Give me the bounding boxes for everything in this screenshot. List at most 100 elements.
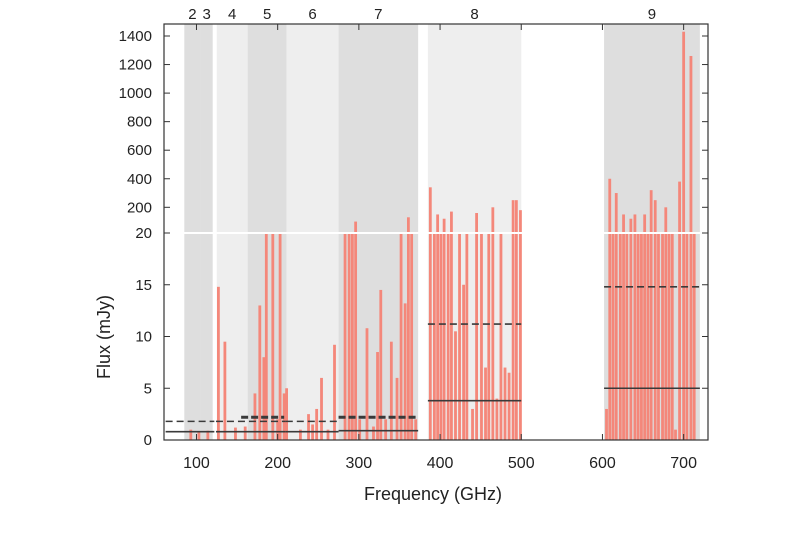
flux-bar — [389, 341, 393, 440]
flux-bar — [358, 419, 362, 440]
flux-bar — [343, 233, 347, 440]
flux-bar — [664, 207, 668, 440]
flux-bar — [629, 218, 633, 440]
flux-bar — [643, 214, 647, 440]
y-tick-label: 1000 — [119, 85, 152, 102]
x-tick-label: 200 — [264, 455, 291, 472]
flux-bar — [442, 218, 446, 440]
flux-bar — [217, 286, 220, 440]
flux-bar — [197, 431, 201, 440]
flux-bar — [450, 211, 453, 440]
y-tick-label: 10 — [135, 329, 152, 346]
flux-bar — [354, 221, 358, 440]
flux-bar — [379, 289, 383, 440]
sensitivity-lines — [165, 286, 700, 433]
flux-bar — [285, 388, 289, 440]
flux-bar — [414, 419, 418, 440]
band-label: 9 — [648, 6, 656, 23]
x-tick-label: 500 — [508, 455, 535, 472]
y-tick-label: 600 — [127, 142, 152, 159]
flux-bar — [653, 200, 657, 440]
flux-bar — [657, 233, 660, 440]
flux-bar — [299, 429, 302, 440]
flux-bar — [678, 181, 681, 440]
flux-bar — [605, 408, 608, 440]
flux-bar — [503, 367, 507, 440]
flux-bar — [258, 305, 262, 440]
x-tick-label: 600 — [589, 455, 616, 472]
flux-bar — [326, 429, 330, 440]
flux-bar — [410, 233, 414, 440]
flux-bar — [484, 367, 487, 440]
flux-bar — [618, 233, 622, 440]
flux-bar — [670, 233, 674, 440]
y-tick-label: 1200 — [119, 57, 152, 74]
flux-bar — [611, 233, 615, 440]
band-label: 7 — [374, 6, 382, 23]
flux-bar — [614, 193, 618, 440]
flux-bar — [436, 214, 440, 440]
flux-bar — [661, 233, 664, 440]
flux-bar — [454, 331, 457, 440]
flux-bar — [511, 200, 515, 440]
flux-bar — [234, 427, 237, 440]
flux-bar — [622, 214, 625, 440]
flux-bar — [471, 408, 474, 440]
flux-bar — [395, 377, 399, 440]
flux-bar — [633, 214, 637, 440]
y-tick-label: 0 — [144, 432, 152, 449]
x-axis-ticks: 100 200 300 400 500 600 700 — [183, 24, 697, 472]
y-tick-label: 5 — [144, 380, 152, 397]
flux-bar — [674, 429, 677, 440]
flux-bar — [271, 233, 275, 440]
flux-bar — [206, 430, 210, 440]
flux-bar — [384, 419, 388, 440]
band-label: 5 — [263, 6, 271, 23]
flux-bar — [243, 426, 247, 440]
flux-bar — [462, 284, 466, 440]
flux-bar — [432, 233, 436, 440]
flux-bar — [495, 398, 499, 440]
flux-bar — [350, 233, 354, 440]
flux-bar — [507, 372, 511, 440]
y-tick-label: 400 — [127, 171, 152, 188]
flux-bar — [365, 328, 369, 440]
flux-bar — [347, 233, 351, 440]
flux-bar — [499, 233, 503, 440]
y-tick-label: 200 — [127, 199, 152, 216]
flux-bar — [692, 233, 696, 440]
band-label: 2 — [188, 6, 196, 23]
flux-bar — [519, 210, 522, 440]
band-label: 3 — [202, 6, 210, 23]
band-label: 8 — [470, 6, 478, 23]
flux-bar — [315, 408, 319, 440]
flux-bars — [189, 31, 696, 441]
flux-bar — [608, 178, 612, 441]
y-axis-ticks: 0 5 10 15 20 200 400 600 800 1000 1200 1400 — [119, 28, 708, 449]
flux-bar — [475, 213, 478, 440]
flux-bar — [223, 341, 227, 440]
flux-bar — [465, 233, 469, 440]
flux-bar — [320, 377, 323, 440]
flux-bar — [403, 303, 407, 440]
flux-bar — [439, 233, 443, 440]
flux-bar — [646, 233, 650, 440]
flux-bar — [649, 190, 653, 440]
flux-bar — [262, 357, 266, 440]
flux-bar — [667, 233, 671, 440]
flux-bar — [689, 55, 693, 441]
y-axis-label: Flux (mJy) — [94, 295, 114, 379]
flux-bar — [189, 429, 193, 440]
x-axis-label: Frequency (GHz) — [364, 484, 502, 504]
y-tick-label: 20 — [135, 225, 152, 242]
flux-bar — [514, 200, 518, 440]
x-tick-label: 400 — [427, 455, 454, 472]
y-tick-label: 800 — [127, 114, 152, 131]
flux-bar — [458, 233, 461, 440]
y-tick-label: 1400 — [119, 28, 152, 45]
flux-bar — [278, 233, 282, 440]
flux-bar — [372, 426, 375, 440]
